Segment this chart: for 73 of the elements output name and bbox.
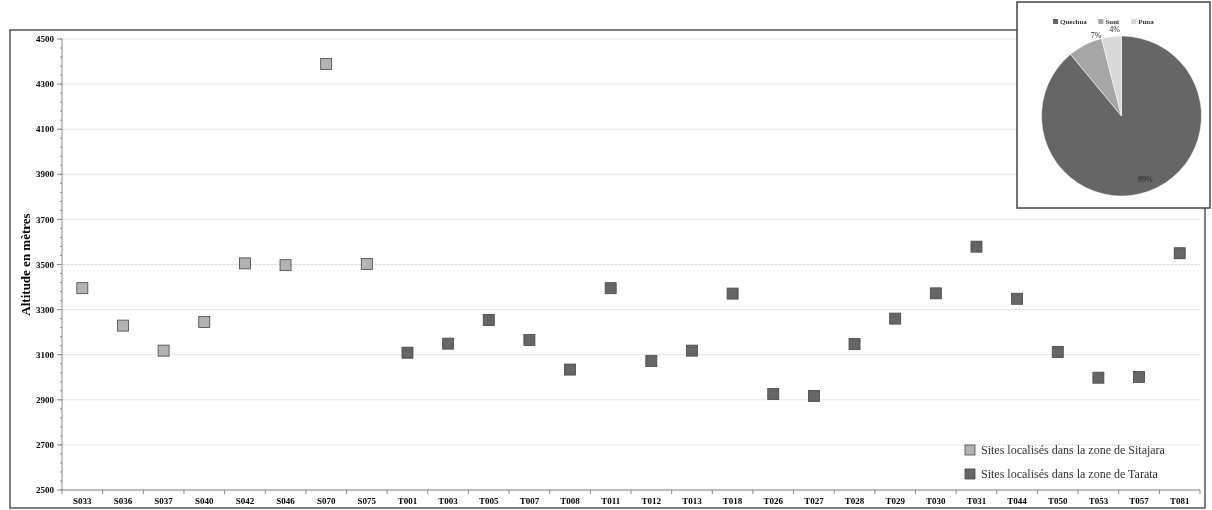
x-tick-label: T026 (763, 496, 784, 506)
pie-slice (1070, 38, 1122, 117)
y-tick-label: 3900 (36, 169, 55, 180)
x-tick-label: S036 (113, 496, 133, 506)
point (279, 259, 292, 272)
x-tick-label: T003 (438, 496, 459, 506)
data-label: 4% (1109, 25, 1121, 35)
point (157, 344, 170, 357)
x-tick-label: T027 (804, 496, 825, 506)
x-tick-label: T018 (722, 496, 743, 506)
point (1133, 371, 1145, 383)
x-tick-label: T007 (519, 496, 540, 506)
point (848, 338, 861, 350)
point (889, 312, 902, 325)
point (564, 363, 576, 376)
x-tick-label: T013 (682, 496, 703, 506)
y-tick-label: 3300 (36, 304, 55, 315)
point (360, 258, 373, 270)
x-tick-label: T008 (560, 496, 581, 506)
x-tick-label: S070 (316, 496, 336, 506)
x-tick-label: S033 (73, 496, 93, 506)
point (767, 388, 780, 400)
y-tick-label: 4300 (36, 79, 55, 90)
point (482, 314, 495, 326)
point (686, 344, 698, 357)
data-label: 7% (1090, 31, 1102, 41)
point (320, 58, 333, 70)
y-tick-label: 4500 (36, 34, 55, 45)
legend-label: Sites localisés dans la zone de Sitajara (981, 443, 1166, 458)
x-tick-label: T028 (844, 496, 865, 506)
x-tick-label: T081 (1169, 496, 1190, 506)
point (1092, 371, 1105, 384)
point (1011, 292, 1024, 305)
x-tick-label: T053 (1088, 496, 1109, 506)
y-tick-label: 3500 (36, 259, 55, 270)
y-tick-label: 2900 (36, 394, 55, 405)
x-tick-label: T005 (478, 496, 499, 506)
x-tick-label: T044 (1007, 496, 1028, 506)
x-tick-label: T031 (966, 496, 987, 506)
point (401, 346, 414, 359)
point (645, 355, 658, 367)
point (523, 334, 536, 346)
y-tick-label: 4100 (36, 124, 55, 135)
y-tick-label: 3700 (36, 214, 55, 225)
point (726, 287, 739, 300)
x-tick-label: S037 (154, 496, 174, 506)
x-tick-label: T050 (1047, 496, 1068, 506)
x-tick-label: T057 (1129, 496, 1150, 506)
y-axis-title: Altitude en mètres (18, 213, 33, 316)
point (442, 337, 455, 350)
x-tick-label: T001 (397, 496, 418, 506)
y-tick-label: 2700 (36, 440, 55, 451)
y-tick-label: 3100 (36, 349, 55, 360)
x-tick-label: T029 (885, 496, 906, 506)
point (970, 240, 983, 253)
x-tick-label: T011 (601, 496, 621, 506)
x-tick-label: S042 (235, 496, 255, 506)
x-tick-label: S040 (194, 496, 214, 506)
x-tick-label: S046 (276, 496, 296, 506)
point (117, 319, 129, 332)
point (929, 287, 942, 300)
point (604, 282, 617, 295)
y-tick-label: 2500 (36, 485, 55, 496)
point (1173, 247, 1186, 260)
x-tick-label: T012 (641, 496, 662, 506)
legend-label: Sites localisés dans la zone de Tarata (981, 467, 1159, 482)
point (238, 257, 251, 270)
point (1051, 346, 1064, 358)
x-tick-label: S075 (357, 496, 377, 506)
x-tick-label: T030 (926, 496, 947, 506)
point (807, 390, 820, 402)
point (198, 316, 211, 328)
point (76, 282, 89, 295)
